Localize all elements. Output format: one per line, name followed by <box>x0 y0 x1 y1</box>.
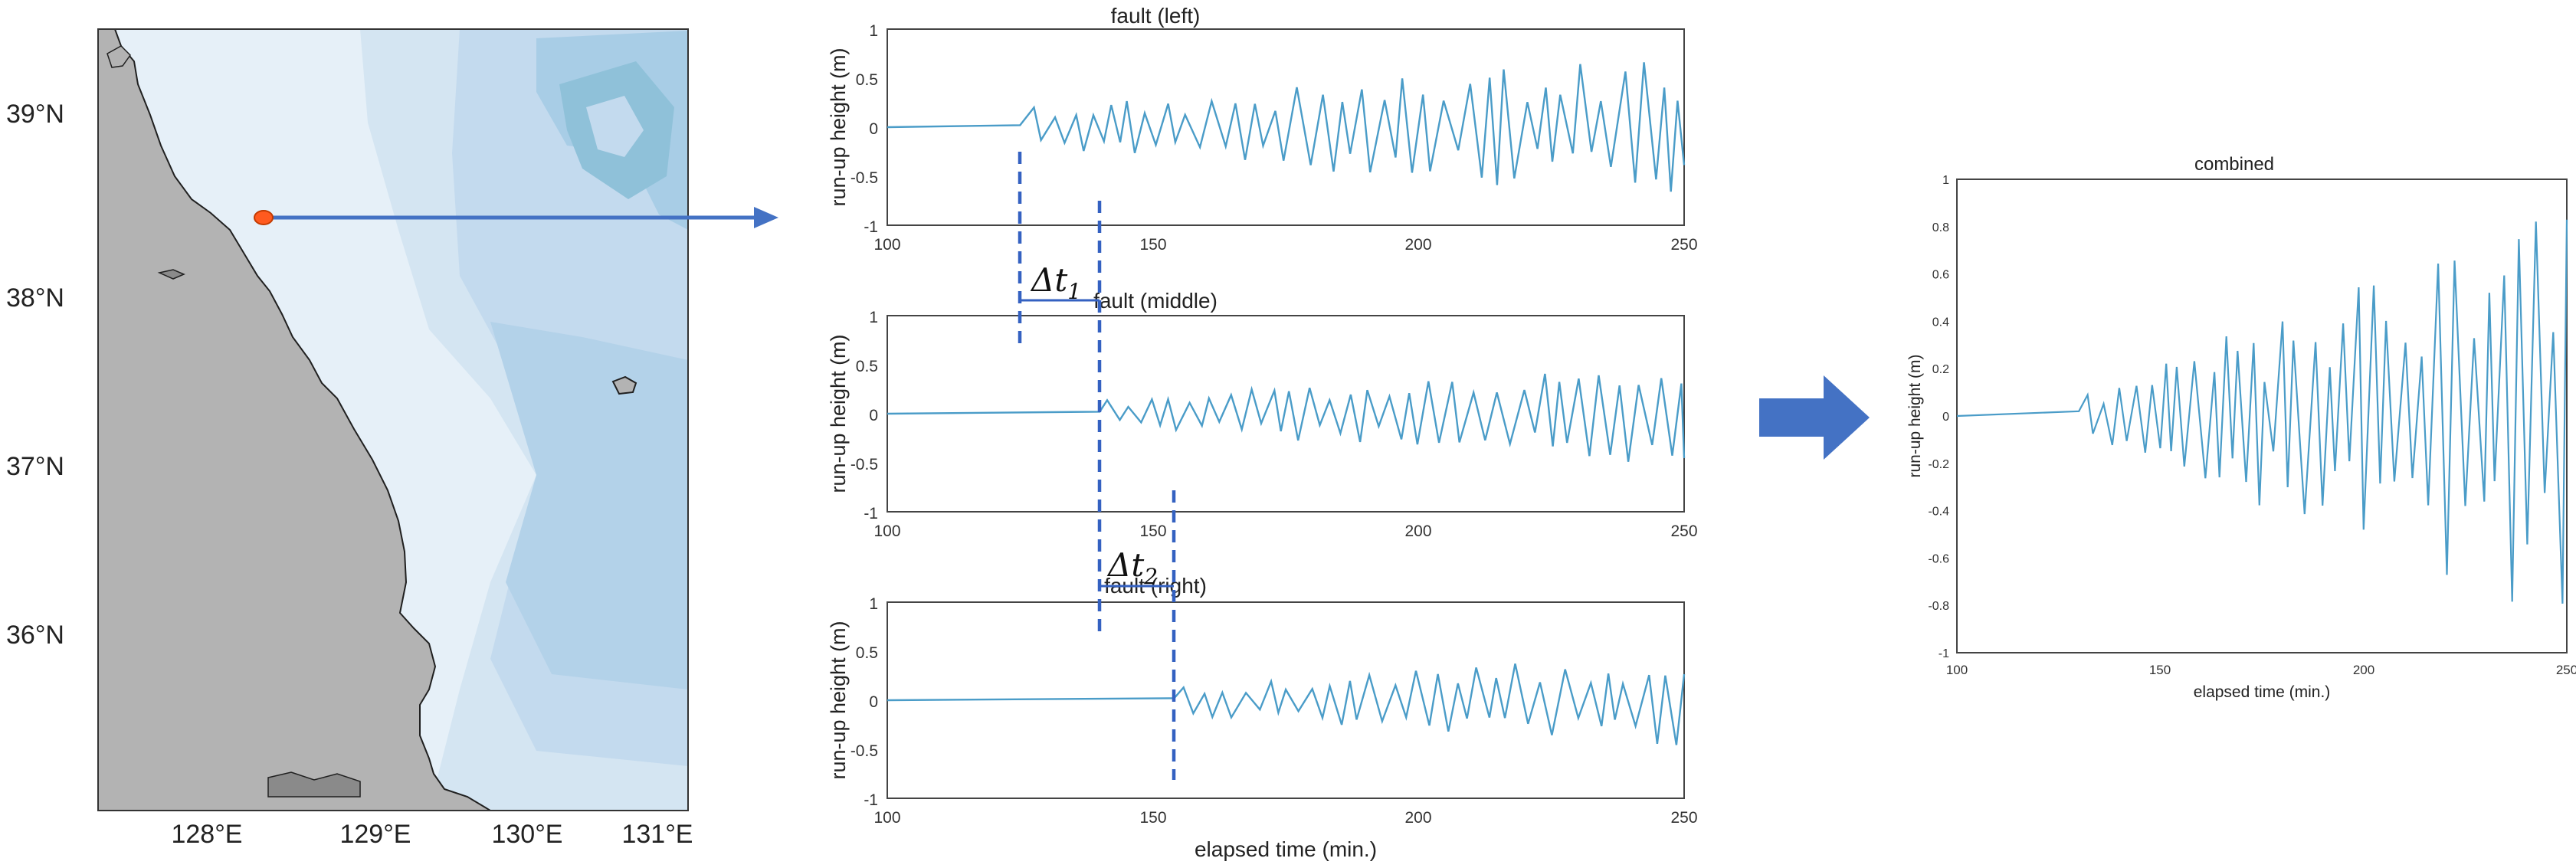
map-frame <box>97 28 689 811</box>
y-axis-label: run-up height (m) <box>1906 354 1924 477</box>
x-tick: 150 <box>1139 809 1166 827</box>
y-tick: 0 <box>1942 411 1949 424</box>
y-tick: -0.5 <box>850 169 878 187</box>
y-tick: 0 <box>869 407 878 424</box>
y-tick: 0.4 <box>1932 316 1949 329</box>
y-tick: 1 <box>869 22 878 40</box>
y-tick: 0.5 <box>856 71 878 89</box>
lat-label: 38°N <box>6 283 64 313</box>
y-tick: 0.5 <box>856 358 878 375</box>
y-tick: 1 <box>869 595 878 613</box>
x-tick: 100 <box>873 522 900 540</box>
fault-panels: fault (left) run-up height (m) 1 0.5 0 -… <box>827 4 1698 861</box>
lon-label: 131°E <box>621 820 693 849</box>
x-tick: 200 <box>1404 809 1431 827</box>
axes-frame <box>887 315 1685 513</box>
x-tick: 100 <box>873 236 900 254</box>
y-tick: -1 <box>1939 647 1949 660</box>
y-tick: -0.4 <box>1928 506 1949 519</box>
panel-title: fault (middle) <box>1093 289 1218 313</box>
axes-frame <box>1956 179 2568 653</box>
lon-label: 129°E <box>339 820 411 849</box>
y-tick: -0.6 <box>1928 552 1949 565</box>
panel-title: fault (left) <box>1111 4 1201 28</box>
y-tick: -1 <box>864 505 878 522</box>
y-tick: 0 <box>869 693 878 711</box>
island <box>107 45 131 68</box>
y-tick: 0.2 <box>1932 363 1949 376</box>
x-tick: 250 <box>1670 522 1697 540</box>
pointer-arrow-head <box>754 207 778 228</box>
island <box>267 771 361 798</box>
y-tick: 1 <box>1942 174 1949 187</box>
island <box>157 269 185 280</box>
y-axis-label: run-up height (m) <box>827 334 850 493</box>
x-tick: 250 <box>2556 663 2576 677</box>
axes-frame <box>887 28 1685 226</box>
y-tick: -0.2 <box>1928 458 1949 471</box>
y-tick: -0.8 <box>1928 600 1949 613</box>
y-tick: 0.8 <box>1932 221 1949 234</box>
axes-frame <box>887 601 1685 799</box>
x-tick: 150 <box>1139 522 1166 540</box>
x-tick: 250 <box>1670 809 1697 827</box>
x-tick: 150 <box>2149 663 2171 677</box>
y-tick: 0.6 <box>1932 269 1949 282</box>
fault-middle-panel: fault (middle) run-up height (m) 1 0.5 0… <box>827 289 1698 540</box>
depth-shade <box>490 322 688 689</box>
bathymetry-map: 39°N 38°N 37°N 36°N 128°E 129°E 130°E 13… <box>6 28 778 849</box>
lat-label: 39°N <box>6 100 64 129</box>
x-tick: 100 <box>1946 663 1968 677</box>
series-line-combined <box>1956 219 2568 604</box>
island <box>611 375 637 395</box>
y-tick: -0.5 <box>850 456 878 473</box>
location-marker <box>254 210 274 225</box>
y-tick: -1 <box>864 791 878 809</box>
y-axis-label: run-up height (m) <box>827 621 850 779</box>
x-tick: 200 <box>2353 663 2374 677</box>
landmass <box>98 29 492 811</box>
y-axis-label: run-up height (m) <box>827 47 850 206</box>
x-tick: 200 <box>1404 236 1431 254</box>
x-axis-label: elapsed time (min.) <box>1195 837 1377 861</box>
x-tick: 250 <box>1670 236 1697 254</box>
y-tick: -0.5 <box>850 742 878 760</box>
y-tick: -1 <box>864 218 878 236</box>
series-line-fault-middle <box>887 373 1686 462</box>
fault-right-panel: fault (right) run-up height (m) 1 0.5 0 … <box>827 574 1698 861</box>
y-tick: 0.5 <box>856 644 878 662</box>
dt1-label: Δt1 <box>1030 261 1081 304</box>
lat-label: 37°N <box>6 452 64 481</box>
dt2-label: Δt2 <box>1106 546 1158 589</box>
y-tick: 0 <box>869 120 878 138</box>
y-tick: 1 <box>869 309 878 326</box>
lon-label: 128°E <box>171 820 242 849</box>
combine-arrow <box>1759 375 1870 460</box>
x-tick: 100 <box>873 809 900 827</box>
x-tick: 150 <box>1139 236 1166 254</box>
series-line-fault-left <box>887 62 1686 192</box>
series-line-fault-right <box>887 663 1686 745</box>
x-tick: 200 <box>1404 522 1431 540</box>
depth-shade <box>586 96 644 157</box>
lat-label: 36°N <box>6 621 64 650</box>
x-axis-label: elapsed time (min.) <box>2194 683 2331 701</box>
fault-left-panel: fault (left) run-up height (m) 1 0.5 0 -… <box>827 4 1698 254</box>
combined-panel: combined run-up height (m) 1 0.8 0.6 0.4 0.2… <box>1906 154 2576 701</box>
lon-label: 130°E <box>491 820 562 849</box>
panel-title: combined <box>2194 154 2274 175</box>
